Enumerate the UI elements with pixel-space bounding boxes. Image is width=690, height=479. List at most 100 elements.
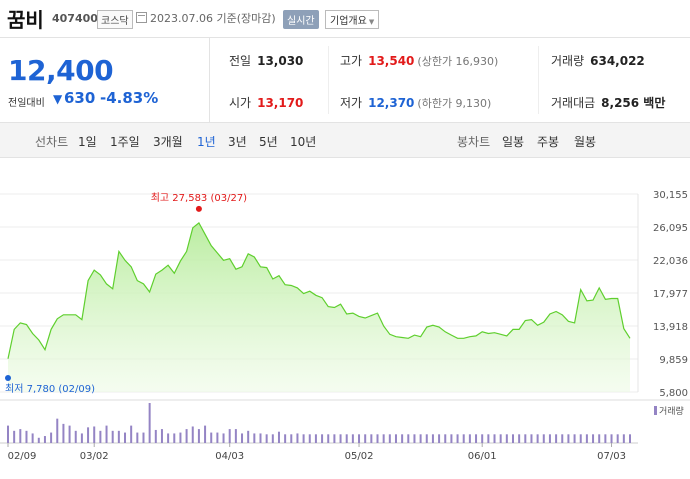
- period-3m[interactable]: 3개월: [153, 135, 183, 149]
- volume-bar: [518, 434, 521, 443]
- period-toolbar: 선차트 1일 1주일 3개월 1년 3년 5년 10년 봉차트 일봉 주봉 월봉: [0, 122, 690, 158]
- company-overview-dropdown[interactable]: 기업개요 ▼: [325, 10, 380, 29]
- volume-bar: [382, 434, 385, 443]
- volume-bar: [43, 436, 46, 443]
- volume-bar: [68, 425, 71, 443]
- price-line: [7, 221, 631, 359]
- low-marker: [5, 375, 11, 381]
- y-tick-label: 5,800: [659, 388, 688, 399]
- volume-bar: [259, 433, 262, 443]
- period-5y[interactable]: 5년: [259, 135, 278, 149]
- volume-bar: [345, 434, 348, 443]
- volume-bar: [167, 433, 170, 443]
- base-date: 2023.07.06 기준(장마감): [150, 12, 276, 25]
- y-tick-label: 22,036: [653, 256, 688, 267]
- stat-divider: [538, 46, 539, 114]
- volume-bar: [222, 433, 225, 443]
- stat-value: 8,256 백만: [601, 96, 666, 110]
- chevron-down-icon: ▼: [368, 18, 375, 26]
- volume-bar: [241, 433, 244, 443]
- volume-bar: [80, 433, 83, 443]
- volume-legend-swatch: [654, 406, 657, 415]
- volume-bar: [142, 432, 145, 443]
- volume-bar: [364, 434, 367, 443]
- volume-bar: [185, 429, 188, 443]
- volume-bar: [160, 429, 163, 443]
- y-tick-label: 13,918: [653, 322, 688, 333]
- volume-bar: [524, 434, 527, 443]
- volume-bar: [487, 434, 490, 443]
- volume-bar: [154, 429, 157, 443]
- volume-bar: [536, 434, 539, 443]
- volume-bar: [333, 434, 336, 443]
- volume-bar: [468, 434, 471, 443]
- volume-bar: [25, 430, 28, 443]
- volume-bar: [370, 434, 373, 443]
- volume-bar: [277, 431, 280, 443]
- x-tick-label: 07/03: [597, 451, 626, 462]
- stat-value: 634,022: [590, 54, 645, 68]
- volume-bar: [327, 434, 330, 443]
- candle-daily[interactable]: 일봉: [502, 135, 525, 149]
- volume-bar: [7, 425, 9, 443]
- volume-bar: [99, 430, 102, 443]
- volume-bar: [130, 425, 133, 443]
- volume-bar: [567, 434, 570, 443]
- volume-bar: [50, 432, 53, 443]
- calendar-icon: [136, 12, 147, 23]
- stat-prev-close: 전일 13,030: [229, 52, 303, 69]
- stat-amount: 거래대금 8,256 백만: [551, 94, 665, 111]
- volume-bar: [314, 434, 317, 443]
- volume-bar: [579, 434, 582, 443]
- volume-bar: [271, 434, 274, 443]
- stat-label: 시가: [229, 96, 252, 110]
- volume-bar: [573, 434, 576, 443]
- x-tick-label: 02/09: [8, 451, 37, 462]
- stock-code: 407400: [52, 12, 98, 25]
- period-3y[interactable]: 3년: [228, 135, 247, 149]
- volume-bar: [74, 430, 77, 443]
- volume-bar: [302, 434, 305, 443]
- volume-bar: [505, 434, 508, 443]
- volume-bar: [19, 429, 22, 443]
- candle-monthly[interactable]: 월봉: [574, 135, 597, 149]
- volume-bar: [173, 433, 176, 443]
- volume-bar: [394, 434, 397, 443]
- period-10y[interactable]: 10년: [290, 135, 317, 149]
- x-tick-label: 03/02: [80, 451, 109, 462]
- high-label: 최고 27,583 (03/27): [151, 192, 247, 204]
- volume-bar: [481, 434, 484, 443]
- header-bar: 꿈비 407400 코스닥 2023.07.06 기준(장마감) 실시간 기업개…: [0, 0, 690, 38]
- volume-bar: [87, 427, 90, 443]
- volume-bar: [555, 434, 558, 443]
- volume-bar: [585, 434, 588, 443]
- volume-bar: [598, 434, 601, 443]
- volume-bar: [37, 437, 40, 443]
- volume-bar: [388, 434, 391, 443]
- volume-bar: [431, 434, 434, 443]
- volume-bar: [425, 434, 428, 443]
- candle-weekly[interactable]: 주봉: [537, 135, 560, 149]
- volume-bar: [62, 423, 65, 443]
- y-tick-label: 26,095: [653, 223, 688, 234]
- volume-bar: [407, 434, 410, 443]
- period-1d[interactable]: 1일: [78, 135, 97, 149]
- stat-open: 시가 13,170: [229, 94, 303, 111]
- chart-svg: 30,155 26,095 22,036 17,977 13,918 9,859 5,800…: [0, 190, 690, 462]
- stat-high: 고가 13,540 (상한가 16,930): [340, 52, 498, 69]
- stat-volume: 거래량 634,022: [551, 52, 645, 69]
- volume-bar: [197, 429, 200, 443]
- volume-bar: [13, 430, 16, 443]
- volume-bar: [629, 434, 631, 443]
- volume-bar: [358, 434, 361, 443]
- candle-chart-label: 봉차트: [457, 135, 491, 149]
- period-1w[interactable]: 1주일: [110, 135, 140, 149]
- period-1y[interactable]: 1년: [197, 135, 216, 149]
- stat-value: 13,030: [257, 54, 304, 68]
- volume-bar: [401, 434, 404, 443]
- volume-bar: [321, 434, 324, 443]
- volume-bar: [444, 434, 447, 443]
- realtime-button[interactable]: 실시간: [283, 10, 319, 29]
- volume-bar: [462, 434, 465, 443]
- volume-bar: [228, 429, 231, 443]
